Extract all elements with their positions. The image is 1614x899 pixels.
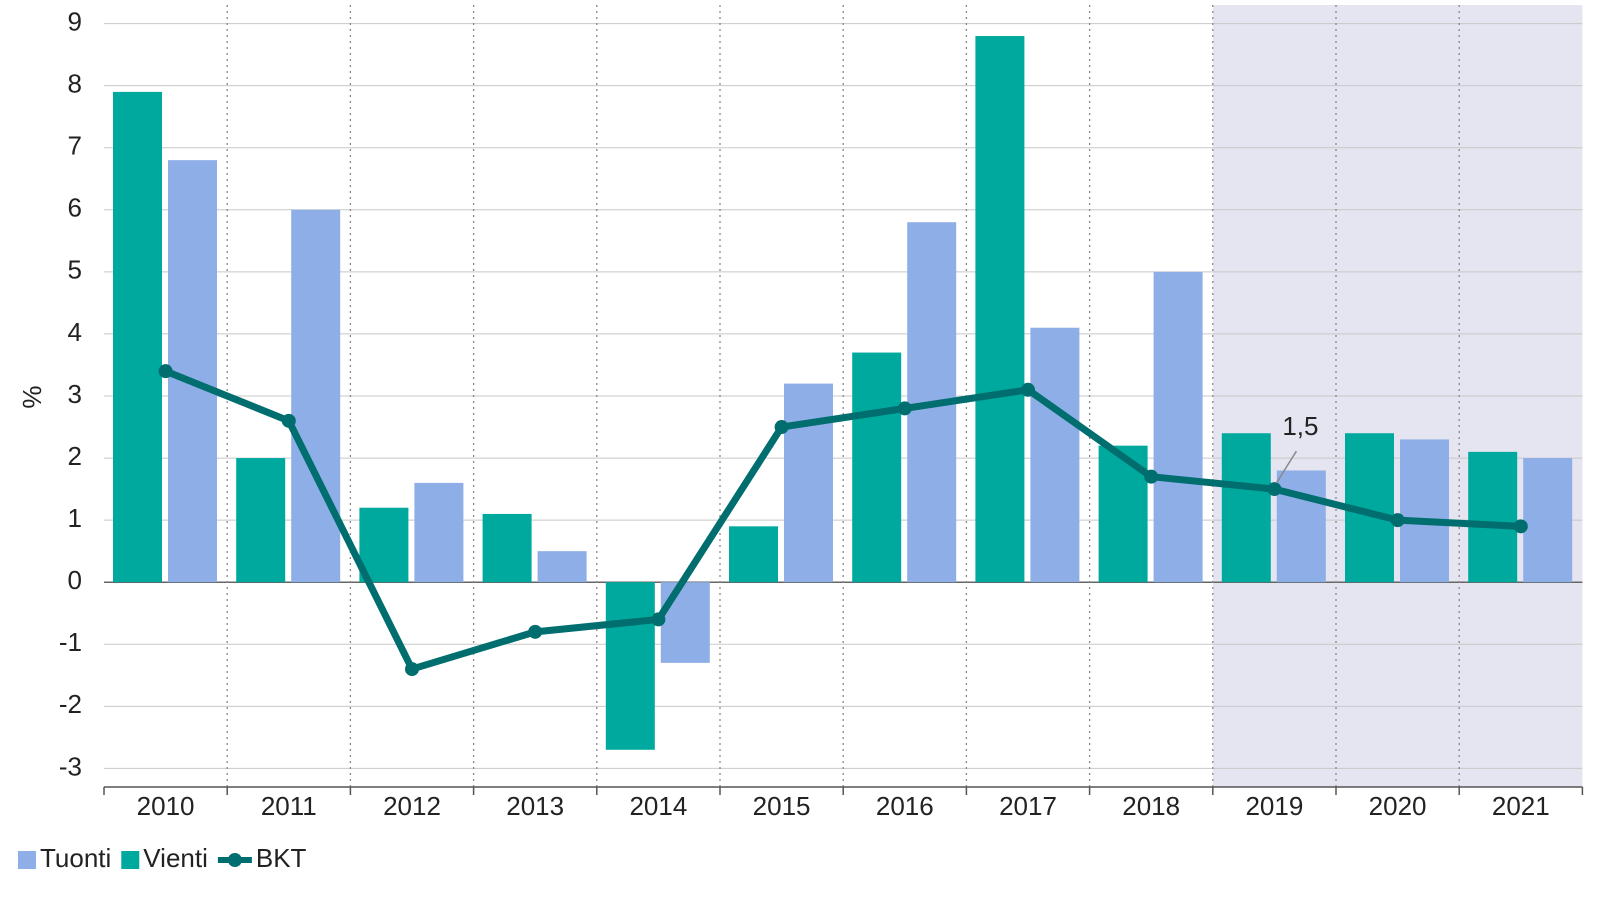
x-tick-label: 2012 <box>383 791 441 821</box>
line-marker <box>158 364 173 379</box>
bar <box>113 91 162 583</box>
line-marker <box>1021 382 1035 397</box>
label-leader <box>1275 450 1298 484</box>
line-marker <box>774 420 789 435</box>
legend-label: BKT <box>256 843 307 873</box>
y-tick-label: 6 <box>68 193 82 223</box>
y-tick-label: 5 <box>68 255 82 285</box>
line-marker <box>405 662 419 677</box>
y-tick-label: 8 <box>68 69 82 99</box>
x-tick-label: 2019 <box>1245 791 1303 821</box>
bar <box>1468 451 1518 583</box>
x-tick-label: 2020 <box>1369 791 1427 821</box>
bar <box>729 526 778 583</box>
line-marker <box>1513 519 1528 534</box>
x-tick-label: 2013 <box>506 791 564 821</box>
bar <box>482 513 532 583</box>
data-label: 1,5 <box>1282 411 1318 441</box>
y-tick-label: 1 <box>68 503 82 533</box>
line-marker <box>651 612 666 627</box>
legend-label: Tuonti <box>40 843 111 873</box>
y-tick-label: 7 <box>68 131 82 161</box>
line <box>164 367 1521 673</box>
y-tick-label: 4 <box>68 317 82 347</box>
line-marker <box>528 624 543 639</box>
y-tick-label: 9 <box>68 6 82 36</box>
y-tick-label: 2 <box>68 441 82 471</box>
bar <box>660 582 710 663</box>
y-axis-label: % <box>17 385 47 408</box>
legend-swatch <box>227 853 242 867</box>
bar <box>1400 439 1449 583</box>
line-marker <box>281 413 296 428</box>
bar <box>1153 271 1203 583</box>
x-tick-label: 2010 <box>137 791 195 821</box>
y-tick-label: 3 <box>68 379 82 409</box>
bar <box>605 582 655 750</box>
bar <box>414 482 464 583</box>
line-marker <box>1144 469 1159 484</box>
bar <box>1221 433 1271 583</box>
y-tick-label: 0 <box>68 565 82 595</box>
bar <box>1030 327 1080 583</box>
line-marker <box>1390 513 1405 528</box>
y-tick-label: -2 <box>59 689 82 719</box>
bar <box>1276 470 1326 583</box>
x-tick-label: 2021 <box>1492 791 1550 821</box>
y-tick-label: -1 <box>59 627 82 657</box>
bar <box>168 160 217 583</box>
x-tick-label: 2014 <box>629 791 687 821</box>
bar <box>537 551 587 583</box>
legend-label: Vienti <box>143 843 208 873</box>
x-tick-label: 2016 <box>876 791 934 821</box>
x-tick-label: 2015 <box>753 791 811 821</box>
x-tick-label: 2011 <box>261 791 317 821</box>
line-marker <box>1267 482 1282 497</box>
bar <box>359 507 409 583</box>
x-tick-label: 2018 <box>1122 791 1180 821</box>
y-tick-label: -3 <box>59 751 82 781</box>
legend-swatch <box>18 851 36 869</box>
bar <box>852 352 902 583</box>
x-tick-label: 2017 <box>999 791 1057 821</box>
legend-swatch <box>121 851 140 869</box>
bar <box>1523 458 1573 583</box>
line-marker <box>897 401 912 416</box>
bar <box>291 209 341 583</box>
bar <box>975 36 1025 583</box>
bar <box>236 458 286 583</box>
bar <box>784 383 833 583</box>
